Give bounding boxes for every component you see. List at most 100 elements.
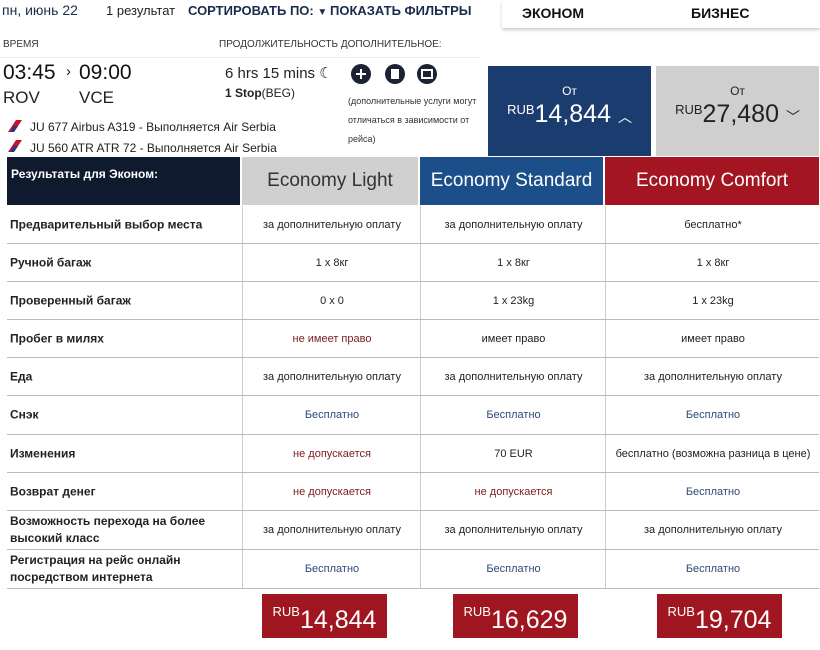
row-label: Регистрация на рейс онлайн посредством и… [10, 553, 181, 584]
duration: 6 hrs 15 mins ☾ [225, 65, 333, 82]
cell: 1 х 8кг [420, 244, 606, 281]
cell: 0 x 0 [242, 282, 421, 319]
row-label: Пробег в милях [10, 331, 104, 345]
table-row: Регистрация на рейс онлайн посредством и… [7, 550, 819, 589]
to: VCE [79, 88, 114, 107]
cell: Бесплатно [242, 550, 421, 588]
cell: 70 EUR [420, 435, 606, 472]
table-row: Возврат денег не допускается не допускаетс… [7, 473, 819, 511]
duration-text: 6 hrs 15 mins [225, 65, 316, 82]
row-label: Еда [10, 369, 33, 383]
results: 1 результат [106, 3, 176, 18]
service-icons [351, 64, 437, 84]
row-label: Предварительный выбор места [10, 217, 203, 231]
cell: не допускается [242, 435, 421, 472]
amount: 14,844 [299, 606, 377, 634]
fare-economy[interactable]: От RUB14,844 ︿ [488, 66, 651, 156]
fare-label: От [562, 84, 577, 98]
arrive: 09:00 [79, 61, 132, 84]
duration-label: ПРОДОЛЖИТЕЛЬНОСТЬ ДОПОЛНИТЕЛЬНОЕ: [219, 39, 442, 50]
currency: RUB [463, 604, 491, 619]
tab[interactable]: ЭКОНОМ [522, 5, 585, 21]
price-button[interactable]: RUB19,704 [657, 594, 782, 638]
table-row: Предварительный выбор места за дополнител… [7, 206, 819, 244]
table-row: Снэк Бесплатно Бесплатно Бесплатно [7, 396, 819, 435]
table-row: Ручной багаж 1 х 8кг 1 х 8кг 1 х 8кг [7, 244, 819, 282]
depart: 03:45 [3, 61, 56, 84]
column-header: Economy Light [242, 157, 418, 205]
cell: 1 х 8кг [242, 244, 421, 281]
cell: Бесплатно [420, 550, 606, 588]
column-header: Economy Comfort [605, 157, 819, 205]
price-button[interactable]: RUB16,629 [453, 594, 578, 638]
segment: JU 560 ATR ATR 72 - Выполняется Air Serb… [30, 141, 277, 155]
column-header: Economy Standard [420, 157, 603, 205]
cell: Бесплатно [605, 550, 820, 588]
cell: бесплатно* [605, 206, 820, 243]
fare-price: RUB27,480 ﹀ [675, 100, 800, 128]
table-row: Пробег в милях не имеет право имеет право и… [7, 320, 819, 358]
via: (BEG) [261, 86, 296, 100]
row-label: Ручной багаж [10, 255, 92, 269]
cell: имеет право [420, 320, 606, 357]
fare-label: От [730, 84, 745, 98]
stops-count: 1 Stop [225, 86, 262, 100]
from: ROV [3, 88, 40, 107]
table-row: Изменения не допускается 70 EUR бесплатно (… [7, 435, 819, 473]
amount: 19,704 [694, 606, 772, 634]
stops: 1 Stop(BEG) [225, 86, 295, 100]
amount: 14,844 [534, 100, 611, 128]
row-label: Проверенный багаж [10, 293, 131, 307]
tabs [502, 0, 820, 28]
tab[interactable]: БИЗНЕС [691, 5, 750, 21]
airline-logos [8, 120, 22, 152]
date: пн, июнь 22 [2, 2, 78, 18]
cell: за дополнительную оплату [242, 358, 421, 395]
sort-text: СОРТИРОВАТЬ ПО: [188, 3, 314, 18]
cell: 1 x 23kg [605, 282, 820, 319]
amount: 27,480 [702, 100, 779, 128]
cell: за дополнительную оплату [605, 511, 820, 549]
service-note: (дополнительные услуги могут отличаться … [348, 96, 477, 144]
fare-price: RUB14,844 ︿ [507, 100, 632, 128]
cell: за дополнительную оплату [242, 206, 421, 243]
flight-panel [0, 57, 480, 158]
cell: не допускается [420, 473, 606, 510]
row-label: Возврат денег [10, 484, 96, 498]
cell: за дополнительную оплату [420, 358, 606, 395]
row-label: Снэк [10, 407, 39, 422]
price-button[interactable]: RUB14,844 [262, 594, 387, 638]
fare-business[interactable]: От RUB27,480 ﹀ [656, 66, 819, 156]
cell: за дополнительную оплату [420, 206, 606, 243]
segment: JU 677 Airbus A319 - Выполняется Air Ser… [30, 120, 276, 134]
cell: за дополнительную оплату [605, 358, 820, 395]
currency: RUB [667, 604, 695, 619]
sort[interactable]: СОРТИРОВАТЬ ПО: ▼ [188, 3, 328, 18]
cell: Бесплатно [605, 396, 820, 434]
arrow: › [66, 63, 71, 80]
cell: не имеет право [242, 320, 421, 357]
table-title: Результаты для Эконом: [7, 157, 240, 205]
table-row: Еда за дополнительную оплату за дополнител… [7, 358, 819, 396]
cell: Бесплатно [242, 396, 421, 434]
currency: RUB [675, 102, 703, 117]
row-label: Изменения [10, 446, 76, 460]
cell: 1 x 23kg [420, 282, 606, 319]
cell: Бесплатно [605, 473, 820, 510]
cell: бесплатно (возможна разница в цене) [605, 435, 820, 472]
amount: 16,629 [490, 606, 568, 634]
cell: Бесплатно [420, 396, 606, 434]
cell: не допускается [242, 473, 421, 510]
table-row: Возможность перехода на более высокий кл… [7, 511, 819, 550]
row-label: Возможность перехода на более высокий кл… [10, 514, 206, 545]
cell: за дополнительную оплату [420, 511, 606, 549]
filters[interactable]: ПОКАЗАТЬ ФИЛЬТРЫ [330, 3, 472, 18]
cell: 1 х 8кг [605, 244, 820, 281]
currency: RUB [272, 604, 300, 619]
currency: RUB [507, 102, 535, 117]
cell: за дополнительную оплату [242, 511, 421, 549]
time-label: ВРЕМЯ [3, 39, 39, 50]
cell: имеет право [605, 320, 820, 357]
